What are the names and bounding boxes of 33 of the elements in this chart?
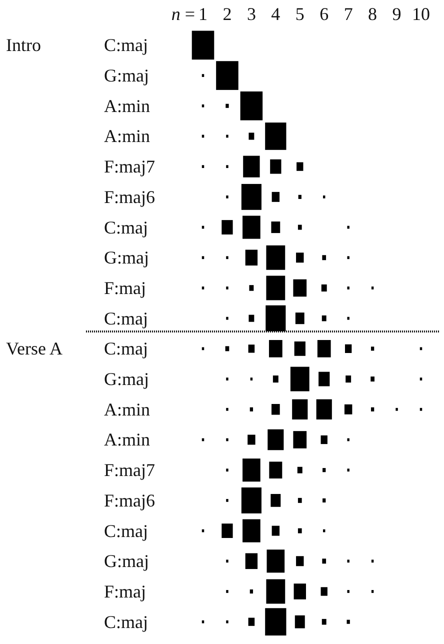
y-tick-label: A:min [104, 126, 150, 146]
x-tick-label: 3 [246, 4, 256, 24]
y-tick-label: F:maj7 [104, 460, 156, 480]
text: Verse A [6, 338, 62, 359]
y-tick-label: F:maj6 [104, 186, 156, 207]
y-tick-label: G:maj [104, 369, 149, 390]
x-tick-label: 7 [344, 4, 353, 24]
y-tick-label: A:min [104, 399, 150, 420]
y-tick-label: A:min [104, 430, 150, 450]
x-tick-label: 6 [320, 4, 329, 24]
x-tick-label: 5 [295, 4, 304, 24]
x-tick-label: 1 [198, 4, 208, 24]
y-tick-label: C:maj [104, 217, 148, 238]
y-tick-label: C:maj [104, 520, 148, 541]
y-tick-label: G:maj [104, 248, 149, 268]
y-tick-label: F:maj [104, 581, 146, 602]
x-tick-label: 8 [368, 4, 378, 24]
x-axis-title: n = [171, 4, 195, 24]
text: Intro [6, 35, 41, 56]
y-tick-label: C:maj [104, 308, 148, 328]
x-tick-label: 2 [222, 4, 232, 24]
x-tick-label: 10 [412, 4, 430, 24]
y-tick-label: G:maj [104, 66, 149, 86]
x-tick-label: 4 [271, 4, 280, 24]
y-tick-label: C:maj [104, 338, 148, 359]
x-tick-label: 9 [392, 4, 402, 24]
y-tick-label: C:maj [104, 612, 148, 632]
y-tick-label: C:maj [104, 35, 148, 56]
y-tick-label: F:maj [104, 278, 146, 298]
y-tick-label: F:maj7 [104, 156, 156, 177]
y-tick-label: A:min [104, 96, 150, 116]
y-tick-label: G:maj [104, 551, 149, 572]
y-tick-label: F:maj6 [104, 490, 156, 510]
